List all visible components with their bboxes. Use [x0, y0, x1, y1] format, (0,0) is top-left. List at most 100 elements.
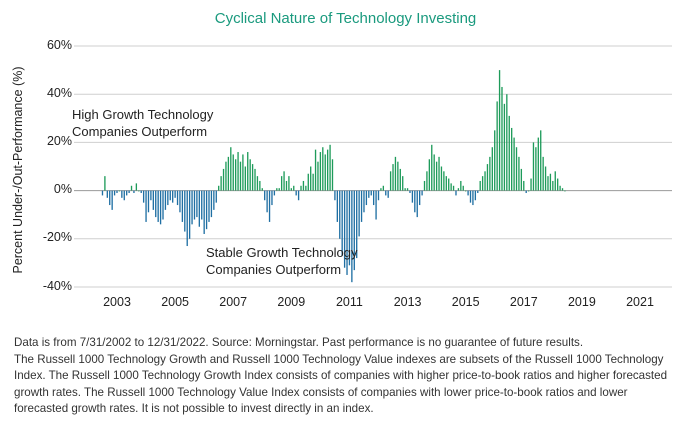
bar [491, 147, 493, 191]
bar [276, 188, 278, 191]
bar [162, 190, 164, 220]
bar [339, 190, 341, 239]
bar [164, 190, 167, 210]
bar [523, 180, 525, 191]
bar [343, 190, 346, 268]
bar [520, 168, 523, 191]
bar [196, 190, 198, 218]
bar [109, 190, 111, 206]
bar [203, 190, 205, 234]
x-tick-label: 2013 [393, 295, 422, 309]
bar [353, 190, 355, 271]
bar [433, 154, 435, 191]
bar [503, 103, 506, 191]
footnote-line: forecasted growth rates. It is not possi… [14, 402, 374, 415]
bar [360, 190, 363, 222]
bar [494, 130, 496, 191]
bar [389, 171, 392, 191]
bar [184, 190, 186, 232]
bar [387, 190, 389, 198]
bar [370, 190, 372, 196]
annotation-line: Stable Growth Technology [206, 245, 358, 260]
bar [544, 166, 547, 191]
y-tick-label: 60% [46, 38, 72, 52]
bar [561, 188, 564, 191]
bar [142, 190, 145, 203]
bar [411, 190, 414, 203]
x-tick-label: 2011 [335, 295, 363, 309]
bar [128, 190, 130, 194]
bar [474, 190, 477, 201]
bar [297, 190, 300, 201]
bar [278, 188, 280, 191]
annotation-stable-growth: Stable Growth Technology Companies Outpe… [206, 244, 358, 278]
bar [564, 190, 566, 192]
bar [329, 144, 331, 191]
bar [176, 190, 179, 206]
bar [455, 190, 457, 196]
annotation-line: High Growth Technology [72, 107, 214, 122]
bar [542, 156, 544, 191]
bar [501, 86, 503, 191]
bar [452, 185, 455, 191]
bar [268, 190, 271, 222]
bar [448, 178, 450, 191]
bar [247, 152, 249, 191]
bar [518, 156, 520, 191]
bar [428, 159, 431, 191]
bar [496, 101, 498, 191]
bar [244, 166, 246, 191]
bar [460, 180, 462, 191]
x-tick-label: 2007 [219, 295, 248, 309]
bar [264, 190, 266, 201]
x-tick-label: 2017 [509, 295, 538, 309]
bar [293, 185, 295, 191]
bar [227, 156, 230, 191]
bar [283, 171, 285, 191]
bar [552, 180, 554, 191]
bar [259, 180, 261, 191]
bar [242, 154, 244, 191]
bar [467, 190, 469, 196]
bar [392, 164, 394, 191]
footnote-line: The Russell 1000 Technology Growth and R… [14, 352, 664, 366]
bar [186, 190, 188, 247]
bar [266, 190, 268, 213]
bar [234, 159, 237, 191]
bar [305, 185, 307, 191]
bar [368, 190, 370, 198]
bar [222, 168, 225, 191]
bar [438, 156, 440, 191]
bar [251, 164, 254, 191]
bar [477, 190, 479, 194]
bar [288, 176, 290, 191]
bar [530, 178, 532, 191]
bar [508, 115, 510, 191]
bar [133, 190, 135, 194]
bar [479, 180, 481, 191]
bar [380, 188, 382, 191]
bar [506, 94, 508, 191]
bar [220, 176, 222, 191]
bar [450, 183, 452, 191]
bar [322, 147, 324, 191]
bar [191, 190, 193, 225]
footnote: Data is from 7/31/2002 to 12/31/2022. So… [14, 335, 686, 418]
bar [399, 168, 401, 191]
bar [302, 180, 305, 191]
bar [273, 190, 276, 196]
bar [525, 190, 527, 194]
bar [174, 190, 176, 198]
bar [307, 173, 309, 191]
bar [377, 190, 380, 201]
bar [527, 190, 530, 192]
bar [290, 188, 292, 191]
bar [280, 176, 283, 191]
footnote-line: Index. The Russell 1000 Technology Growt… [14, 369, 668, 382]
bar [419, 190, 421, 206]
bar [511, 127, 513, 191]
bar [532, 142, 535, 191]
bar [152, 190, 154, 210]
bar [150, 190, 152, 201]
bar [193, 190, 196, 220]
